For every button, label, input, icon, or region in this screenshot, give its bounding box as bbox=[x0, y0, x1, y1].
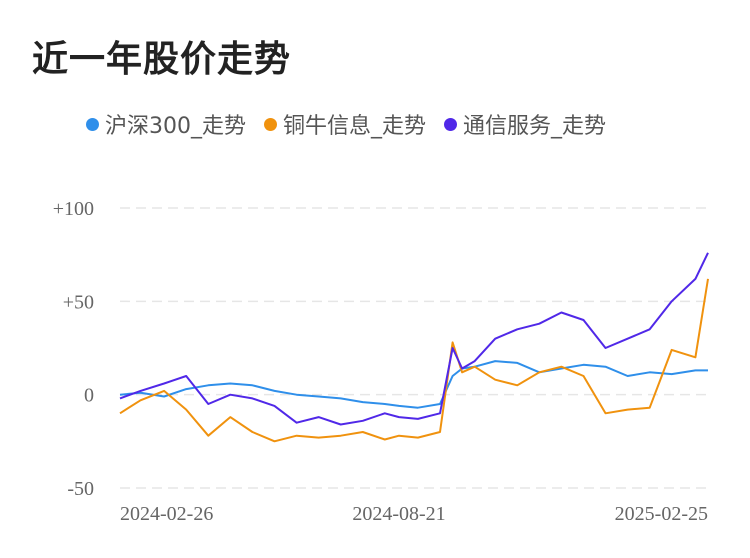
legend-label-tongniu: 铜牛信息_走势 bbox=[283, 114, 427, 139]
x-tick-label: 2025-02-25 bbox=[615, 503, 708, 525]
legend-item-hs300[interactable]: 沪深300_走势 bbox=[86, 108, 246, 140]
series-line-1 bbox=[119, 278, 709, 443]
legend-dot-tongniu bbox=[264, 117, 277, 131]
y-axis-ticks: +100 +50 0 -50 bbox=[53, 198, 94, 500]
y-tick-label: 0 bbox=[84, 385, 94, 407]
series-line-2 bbox=[119, 252, 709, 426]
legend-label-hs300: 沪深300_走势 bbox=[105, 114, 246, 139]
legend-dot-telecom bbox=[444, 117, 458, 131]
grid-lines bbox=[120, 207, 708, 489]
x-axis-ticks: 2024-02-26 2024-08-21 2025-02-25 bbox=[120, 503, 708, 525]
y-tick-label: +50 bbox=[63, 291, 94, 313]
series-lines bbox=[119, 252, 709, 443]
y-tick-label: +100 bbox=[53, 198, 94, 220]
x-tick-label: 2024-02-26 bbox=[120, 503, 213, 525]
legend-item-tongniu[interactable]: 铜牛信息_走势 bbox=[264, 108, 426, 140]
y-tick-label: -50 bbox=[67, 478, 94, 500]
legend: 沪深300_走势 铜牛信息_走势 通信服务_走势 bbox=[86, 108, 606, 140]
legend-item-telecom[interactable]: 通信服务_走势 bbox=[444, 108, 606, 140]
series-line-0 bbox=[119, 360, 708, 409]
x-tick-label: 2024-08-21 bbox=[352, 503, 445, 525]
legend-label-telecom: 通信服务_走势 bbox=[463, 114, 607, 139]
legend-dot-hs300 bbox=[86, 117, 99, 131]
chart-title: 近一年股价走势 bbox=[32, 39, 292, 80]
